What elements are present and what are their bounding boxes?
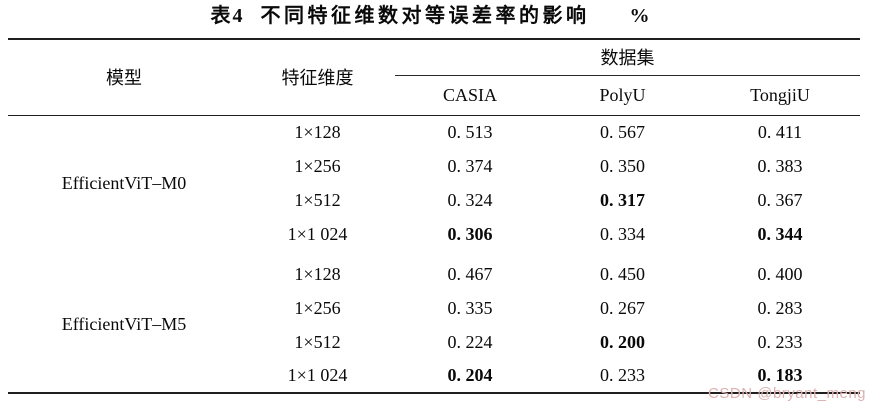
value-cell: 0. 335 (447, 297, 493, 318)
value-cell: 0. 411 (700, 114, 860, 149)
eer-table: 模型 特征维度 数据集 CASIA PolyU TongjiU Efficien… (8, 38, 860, 394)
col-header-dataset-polyu: PolyU (599, 84, 646, 105)
value-cell: 0. 183 (757, 365, 803, 385)
col-header-dimension: 特征维度 (281, 68, 354, 89)
table-row: 1×256 0. 374 0. 350 0. 383 (8, 149, 860, 183)
value-cell: 0. 374 (447, 155, 493, 176)
dimension-cell: 1×256 (294, 155, 341, 176)
table-number-label: 表4 (210, 5, 245, 27)
value-cell: 0. 513 (395, 114, 545, 149)
value-cell: 0. 233 (600, 365, 645, 385)
table-row: EfficientViT–M5 1×128 0. 467 0. 450 0. 4… (8, 257, 860, 335)
table-row: 1×256 0. 335 0. 267 0. 283 (8, 291, 860, 325)
dimension-cell: 1×1 024 (287, 365, 348, 385)
value-cell: 0. 367 (757, 189, 803, 210)
table-row: 1×512 0. 324 0. 317 0. 367 (8, 183, 860, 217)
dimension-cell: 1×256 (294, 297, 341, 318)
dimension-cell: 1×512 (294, 189, 341, 210)
col-header-dataset-casia: CASIA (442, 84, 497, 105)
dimension-cell: 1×128 (240, 114, 395, 149)
table-body: EfficientViT–M0 1×128 0. 513 0. 567 0. 4… (8, 114, 860, 393)
value-cell: 0. 233 (757, 331, 803, 352)
dimension-cell: 1×128 (294, 263, 341, 284)
unit-label: % (629, 5, 650, 27)
dimension-cell: 1×512 (294, 331, 341, 352)
table-header: 模型 特征维度 数据集 CASIA PolyU TongjiU (8, 39, 860, 115)
col-header-dataset-tongjiu: TongjiU (750, 84, 810, 105)
col-header-model: 模型 (106, 68, 142, 89)
value-cell: 0. 317 (600, 189, 645, 210)
header-row-2: CASIA PolyU TongjiU (8, 75, 860, 115)
model-name-cell: EfficientViT–M0 (8, 114, 240, 251)
value-cell: 0. 350 (600, 155, 645, 176)
value-cell: 0. 200 (600, 331, 645, 352)
value-cell: 0. 267 (600, 297, 645, 318)
value-cell: 0. 400 (757, 263, 803, 284)
value-cell: 0. 450 (600, 263, 645, 284)
value-cell: 0. 204 (447, 365, 493, 385)
value-cell: 0. 283 (757, 297, 803, 318)
table-row: EfficientViT–M0 1×128 0. 513 0. 567 0. 4… (8, 114, 860, 251)
value-cell: 0. 224 (447, 331, 493, 352)
value-cell: 0. 567 (545, 114, 700, 149)
col-header-dataset-group: 数据集 (395, 39, 860, 76)
value-cell: 0. 467 (447, 263, 493, 284)
table-row: 1×512 0. 224 0. 200 0. 233 (8, 325, 860, 359)
dimension-cell: 1×1 024 (287, 223, 348, 244)
table-title: 不同特征维数对等误差率的影响 (260, 5, 590, 27)
table-caption: 表4 不同特征维数对等误差率的影响 % (0, 3, 860, 29)
table-row: 1×1 024 0. 306 0. 334 0. 344 (8, 217, 860, 251)
value-cell: 0. 344 (757, 223, 803, 244)
header-row-1: 模型 特征维度 数据集 (8, 39, 860, 88)
watermark: CSDN @bryant_meng (708, 385, 866, 402)
value-cell: 0. 334 (600, 223, 645, 244)
value-cell: 0. 306 (447, 223, 493, 244)
table-row: 1×1 024 0. 204 0. 233 0. 183 (8, 359, 860, 393)
value-cell: 0. 324 (447, 189, 493, 210)
value-cell: 0. 383 (757, 155, 803, 176)
model-name-cell: EfficientViT–M5 (61, 314, 187, 334)
